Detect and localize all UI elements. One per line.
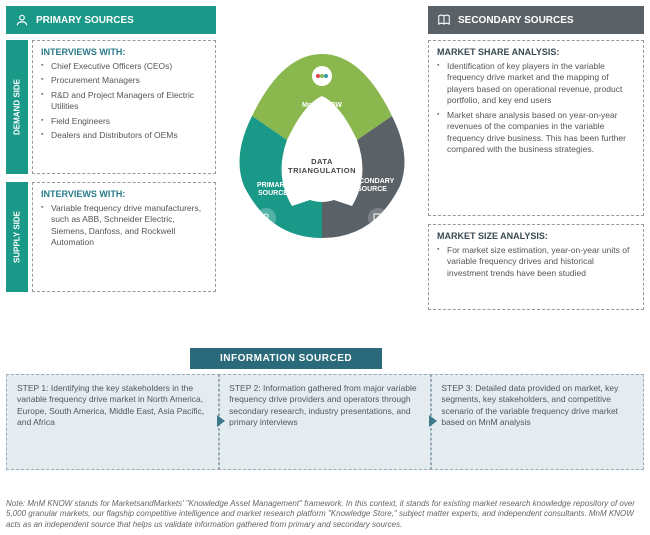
tri-right-label: SECONDARY SOURCE [344, 178, 400, 194]
information-sourced-header: INFORMATION SOURCED [190, 348, 382, 369]
list-item: Identification of key players in the var… [437, 61, 635, 107]
list-item: Chief Executive Officers (CEOs) [41, 61, 207, 72]
secondary-sources-header: SECONDARY SOURCES [428, 6, 644, 34]
tri-top-label: MnM KNOW [292, 102, 352, 110]
list-item: Procurement Managers [41, 75, 207, 86]
list-item: Variable frequency drive manufacturers, … [41, 203, 207, 249]
list-item: Dealers and Distributors of OEMs [41, 130, 207, 141]
secondary-header-label: SECONDARY SOURCES [458, 15, 574, 26]
supply-side-box: INTERVIEWS WITH: Variable frequency driv… [32, 182, 216, 292]
footnote: Note: MnM KNOW stands for MarketsandMark… [6, 499, 644, 531]
demand-title: INTERVIEWS WITH: [41, 47, 207, 57]
arrow-icon [429, 415, 437, 427]
person-icon [14, 12, 30, 28]
book-icon [436, 12, 452, 28]
tri-left-label: PRIMARY SOURCE [248, 182, 298, 198]
share-list: Identification of key players in the var… [437, 61, 635, 156]
steps-row: STEP 1: Identifying the key stakeholders… [6, 374, 644, 470]
primary-source-icon [256, 208, 276, 228]
primary-sources-column: PRIMARY SOURCES DEMAND SIDE INTERVIEWS W… [6, 6, 216, 34]
arrow-icon [217, 415, 225, 427]
market-share-box: MARKET SHARE ANALYSIS: Identification of… [428, 40, 644, 216]
step-1: STEP 1: Identifying the key stakeholders… [6, 374, 220, 470]
step-2: STEP 2: Information gathered from major … [218, 374, 432, 470]
step-3: STEP 3: Detailed data provided on market… [430, 374, 644, 470]
list-item: Market share analysis based on year-on-y… [437, 110, 635, 156]
demand-list: Chief Executive Officers (CEOs) Procurem… [41, 61, 207, 142]
supply-side-tab: SUPPLY SIDE [6, 182, 28, 292]
demand-side-tab: DEMAND SIDE [6, 40, 28, 174]
mnm-icon [312, 66, 332, 86]
supply-list: Variable frequency drive manufacturers, … [41, 203, 207, 249]
market-size-box: MARKET SIZE ANALYSIS: For market size es… [428, 224, 644, 310]
triangulation-diagram: DATA TRIANGULATION MnM KNOW PRIMARY SOUR… [222, 46, 422, 246]
secondary-source-icon [368, 208, 388, 228]
list-item: R&D and Project Managers of Electric Uti… [41, 90, 207, 113]
size-title: MARKET SIZE ANALYSIS: [437, 231, 635, 241]
size-list: For market size estimation, year-on-year… [437, 245, 635, 279]
primary-sources-header: PRIMARY SOURCES [6, 6, 216, 34]
share-title: MARKET SHARE ANALYSIS: [437, 47, 635, 57]
secondary-sources-column: SECONDARY SOURCES MARKET SHARE ANALYSIS:… [428, 6, 644, 34]
supply-title: INTERVIEWS WITH: [41, 189, 207, 199]
demand-side-box: INTERVIEWS WITH: Chief Executive Officer… [32, 40, 216, 174]
triangulation-column: DATA TRIANGULATION MnM KNOW PRIMARY SOUR… [222, 6, 422, 246]
list-item: Field Engineers [41, 116, 207, 127]
list-item: For market size estimation, year-on-year… [437, 245, 635, 279]
primary-header-label: PRIMARY SOURCES [36, 15, 134, 26]
